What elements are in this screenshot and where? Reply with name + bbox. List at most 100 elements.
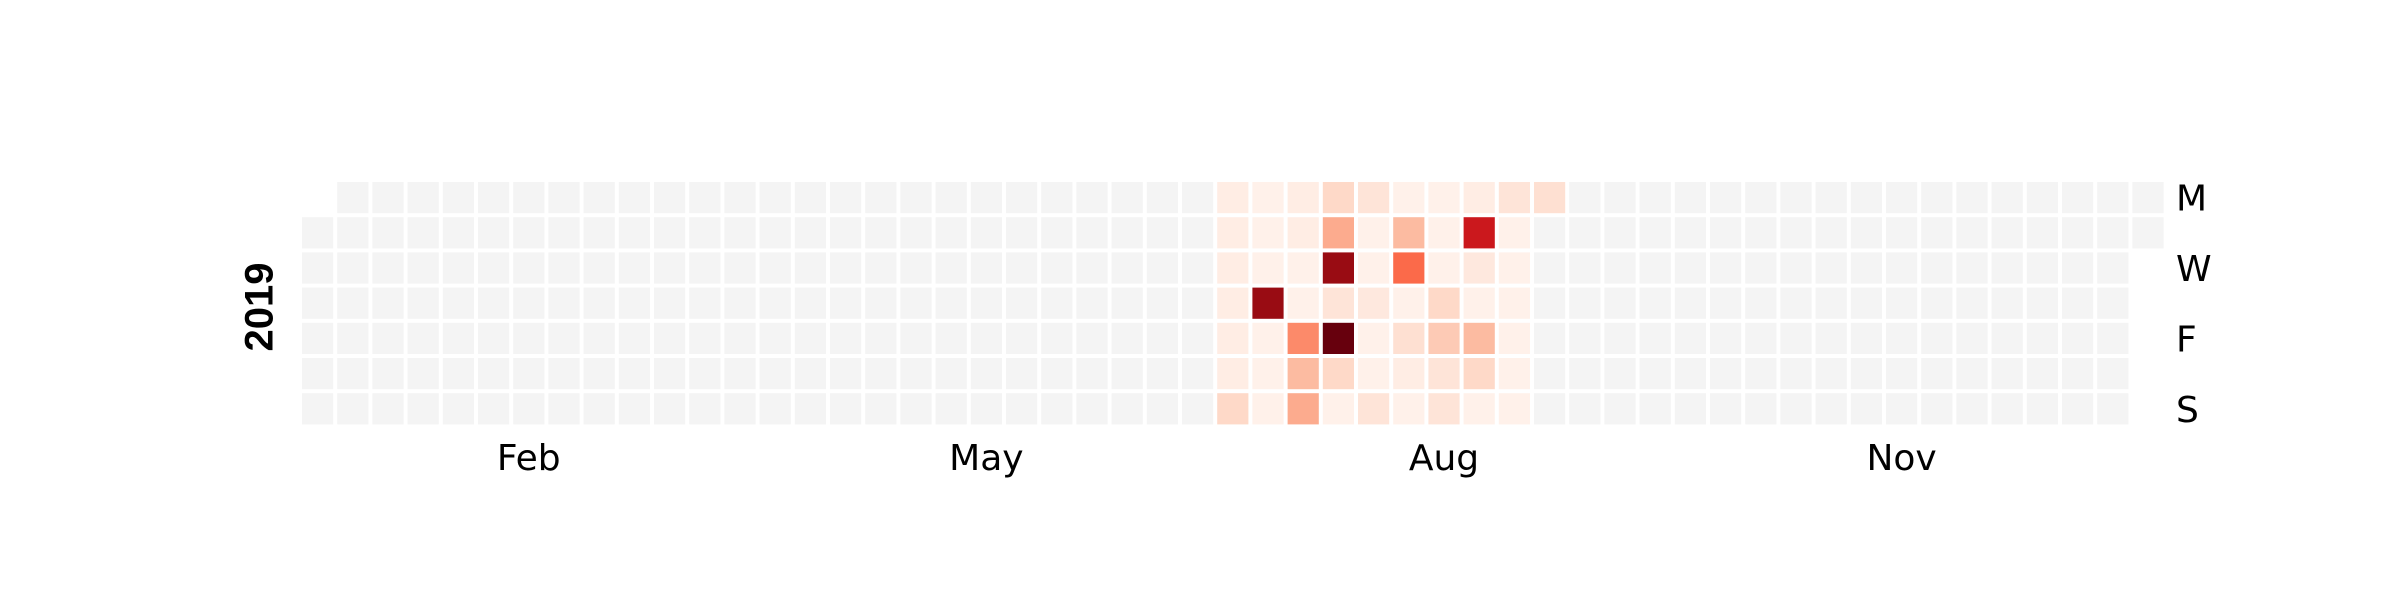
day-cell: [407, 393, 439, 425]
day-cell: [1287, 358, 1319, 390]
day-cell: [689, 287, 721, 319]
day-cell: [1569, 182, 1601, 214]
day-cell: [1287, 217, 1319, 249]
day-cell: [1710, 217, 1742, 249]
day-cell: [1358, 252, 1390, 284]
day-cell: [1710, 287, 1742, 319]
day-cell: [442, 358, 474, 390]
day-cell: [1428, 358, 1460, 390]
day-cell: [2097, 393, 2129, 425]
day-cell: [618, 182, 650, 214]
x-tick-label: Feb: [497, 438, 561, 479]
day-cell: [1217, 393, 1249, 425]
day-cell: [1604, 322, 1636, 354]
day-cell: [1322, 322, 1354, 354]
day-cell: [1674, 358, 1706, 390]
day-cell: [1182, 217, 1214, 249]
day-cell: [1921, 252, 1953, 284]
day-cell: [970, 287, 1002, 319]
day-cell: [1604, 217, 1636, 249]
day-cell: [1006, 358, 1038, 390]
day-cell: [2062, 217, 2094, 249]
day-cell: [1322, 217, 1354, 249]
day-cell: [302, 322, 334, 354]
day-cell: [548, 252, 580, 284]
day-cell: [2062, 358, 2094, 390]
day-cell: [654, 322, 686, 354]
day-cell: [794, 393, 826, 425]
day-cell: [513, 217, 545, 249]
day-cell: [654, 287, 686, 319]
day-cell: [1886, 393, 1918, 425]
year-label: 2019: [238, 263, 282, 352]
day-cell: [442, 287, 474, 319]
day-cell: [830, 252, 862, 284]
day-cell: [865, 322, 897, 354]
day-cell: [1041, 182, 1073, 214]
day-cell: [1921, 322, 1953, 354]
day-cell: [1534, 252, 1566, 284]
day-cell: [1534, 358, 1566, 390]
day-cell: [1252, 287, 1284, 319]
day-cell: [1217, 287, 1249, 319]
day-cell: [1745, 287, 1777, 319]
day-cell: [337, 182, 369, 214]
x-tick-label: Aug: [1409, 438, 1479, 479]
day-cell: [1146, 393, 1178, 425]
day-cell: [935, 287, 967, 319]
day-cell: [724, 287, 756, 319]
day-cell: [1111, 393, 1143, 425]
day-cell: [548, 358, 580, 390]
day-cell: [1498, 287, 1530, 319]
day-cell: [1991, 182, 2023, 214]
y-tick-label: W: [2176, 249, 2212, 290]
day-cell: [1182, 252, 1214, 284]
day-cell: [2026, 393, 2058, 425]
day-cell: [1956, 217, 1988, 249]
day-cell: [970, 322, 1002, 354]
day-cell: [1146, 358, 1178, 390]
day-cell: [2097, 358, 2129, 390]
day-cell: [407, 217, 439, 249]
day-cell: [830, 393, 862, 425]
day-cell: [724, 322, 756, 354]
day-cell: [724, 358, 756, 390]
day-cell: [442, 393, 474, 425]
day-cell: [1850, 358, 1882, 390]
day-cell: [724, 393, 756, 425]
day-cell: [2026, 182, 2058, 214]
day-cell: [2132, 217, 2164, 249]
day-cell: [1780, 252, 1812, 284]
day-cell: [900, 182, 932, 214]
day-cell: [1146, 322, 1178, 354]
day-cell: [2097, 252, 2129, 284]
day-cell: [372, 287, 404, 319]
day-cell: [1076, 287, 1108, 319]
day-cell: [1322, 393, 1354, 425]
day-cell: [1815, 393, 1847, 425]
day-cell: [935, 252, 967, 284]
day-cell: [1393, 182, 1425, 214]
day-cell: [1745, 182, 1777, 214]
day-cell: [372, 217, 404, 249]
day-cell: [583, 358, 615, 390]
day-cell: [1674, 217, 1706, 249]
day-cell: [830, 358, 862, 390]
day-cell: [1886, 322, 1918, 354]
day-cell: [1886, 217, 1918, 249]
day-cell: [2097, 182, 2129, 214]
day-cell: [689, 182, 721, 214]
day-cell: [1076, 322, 1108, 354]
day-cell: [1604, 252, 1636, 284]
day-cell: [302, 217, 334, 249]
day-cell: [1428, 393, 1460, 425]
day-cell: [1428, 287, 1460, 319]
day-cell: [1815, 287, 1847, 319]
day-cell: [759, 252, 791, 284]
day-cell: [1956, 252, 1988, 284]
day-cell: [900, 217, 932, 249]
day-cell: [1182, 182, 1214, 214]
day-cell: [1604, 182, 1636, 214]
day-cell: [618, 287, 650, 319]
day-cell: [1252, 393, 1284, 425]
